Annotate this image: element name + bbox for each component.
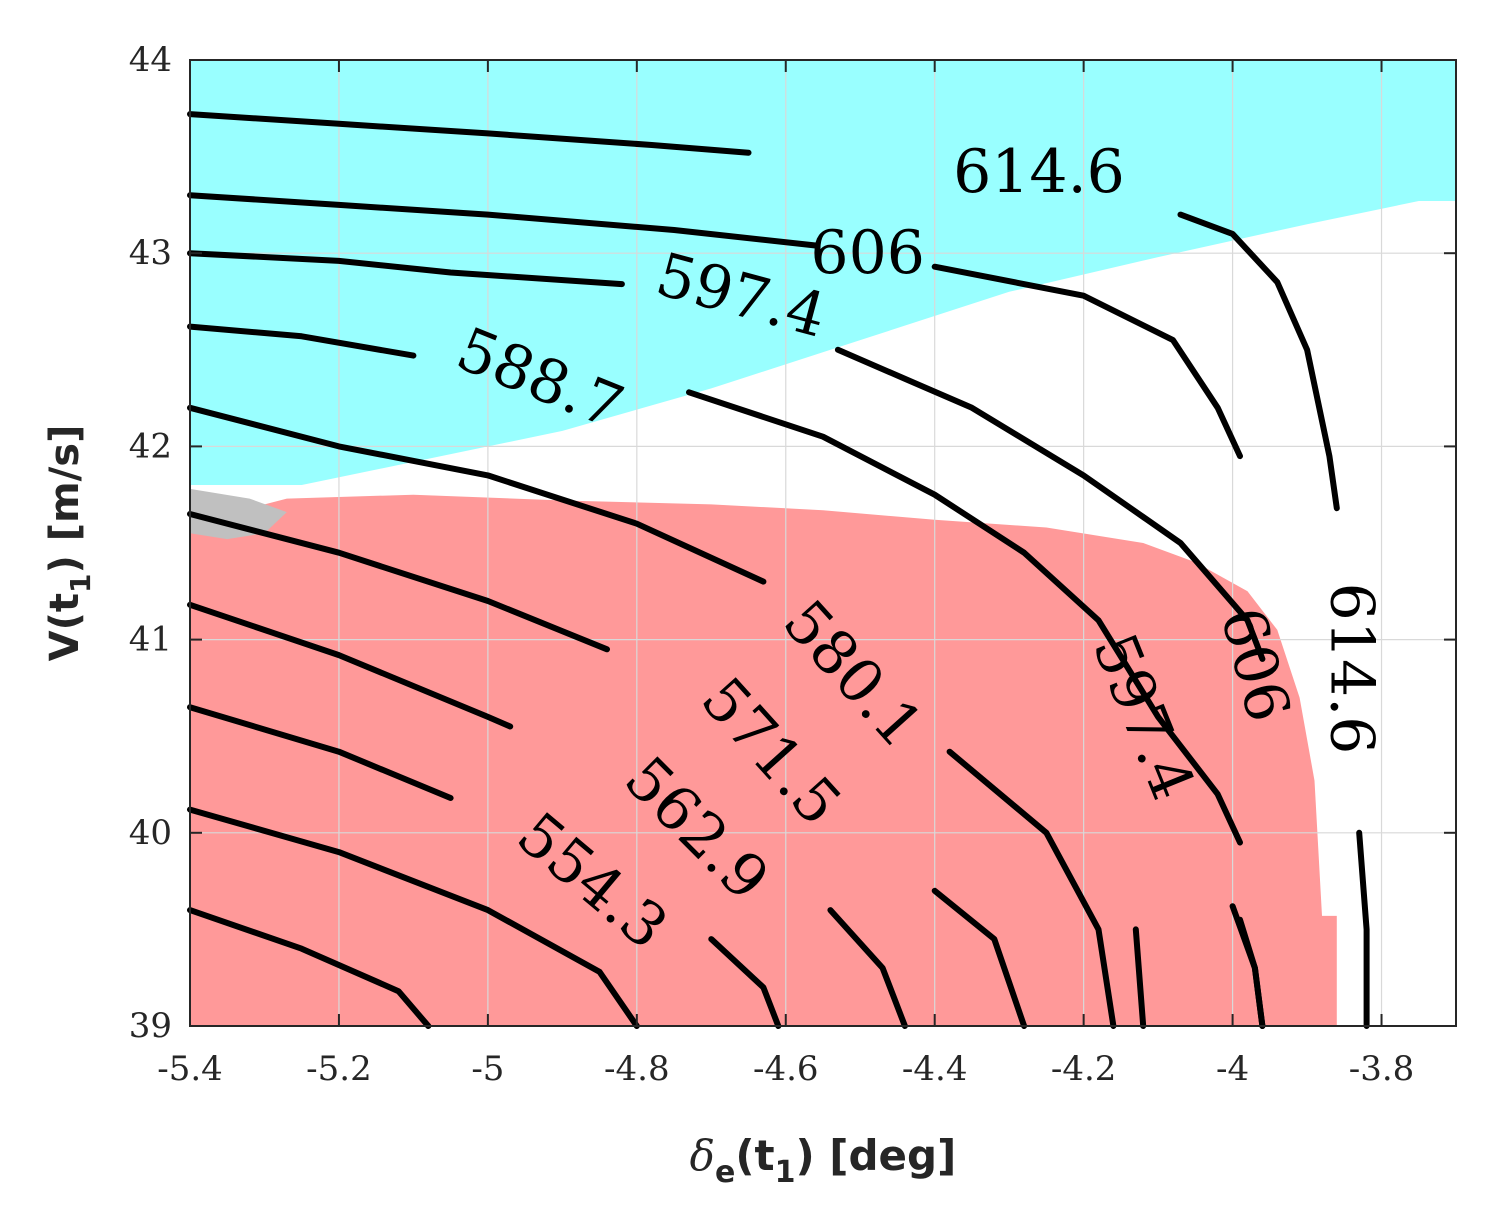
x-tick-label-2: -5: [471, 1049, 504, 1089]
x-axis-label: δe(t1) [deg]: [690, 1131, 957, 1190]
contour-line-537-seg0: [187, 907, 432, 1029]
contour-line-588.7-seg1: [686, 389, 1243, 846]
y-tick-label-4: 43: [129, 233, 172, 273]
region-gray: [190, 488, 287, 540]
contour-line-554.3-seg1: [708, 936, 782, 1029]
region-lower: [190, 494, 1337, 1026]
x-tick-label-6: -4.2: [1051, 1049, 1117, 1089]
x-axis-label-tail: ) [deg]: [795, 1131, 956, 1180]
contour-line-562.9-seg1: [827, 907, 908, 1029]
tick-layer: -5.4 -5.2 -5 -4.8 -4.6 -4.4 -4.2 -4 -3.8 39 40 41 42…: [129, 40, 1456, 1089]
contour-line-597.4-seg0: [187, 250, 625, 288]
contour-line-614.6-seg1: [1177, 211, 1340, 512]
contour-line-597.4-seg2: [1229, 903, 1266, 1029]
contour-label-606-0: 606: [810, 218, 925, 288]
y-axis-label: V(t1) [m/s]: [42, 425, 97, 662]
contour-label-614.6-0: 614.6: [953, 137, 1125, 207]
region-layer: [190, 60, 1456, 1026]
x-axis-label-sub1: e: [715, 1155, 735, 1190]
contour-line-588.7-seg0: [187, 323, 417, 359]
contour-line-580.1-seg1: [946, 748, 1117, 1029]
contour-line-606-seg0: [187, 192, 819, 249]
x-tick-label-5: -4.4: [902, 1049, 968, 1089]
contour-line-571.5-seg1: [931, 887, 1028, 1029]
x-tick-label-0: -5.4: [157, 1049, 223, 1089]
y-tick-label-5: 44: [129, 40, 172, 80]
y-axis-label-sub: 1: [64, 574, 97, 593]
contour-line-562.9-seg0: [187, 601, 514, 730]
x-tick-label-1: -5.2: [306, 1049, 372, 1089]
contour-line-588.7-seg2: [1132, 926, 1147, 1029]
contour-line-554.3-seg0: [187, 704, 454, 801]
plot-frame: [189, 59, 1457, 1027]
y-axis-label-head: V(t: [42, 593, 88, 661]
x-tick-label-7: -4: [1216, 1049, 1249, 1089]
y-tick-label-2: 41: [129, 620, 172, 660]
contour-line-layer: [187, 111, 1370, 1029]
x-tick-label-3: -4.8: [604, 1049, 670, 1089]
contour-line-571.5-seg0: [187, 511, 610, 653]
x-axis-label-symbol: δ: [690, 1131, 715, 1180]
y-tick-label-0: 39: [129, 1006, 172, 1046]
x-tick-label-4: -4.6: [753, 1049, 819, 1089]
y-tick-label-3: 42: [129, 426, 172, 466]
contour-line-545.6-seg0: [187, 806, 640, 1029]
contour-line-606-seg1: [931, 263, 1243, 460]
y-axis-label-tail: ) [m/s]: [42, 425, 88, 574]
region-upper: [190, 60, 1456, 485]
x-tick-label-8: -3.8: [1349, 1049, 1415, 1089]
contour-line-580.1-seg0: [187, 404, 767, 585]
contour-line-614.6-seg0: [187, 111, 752, 156]
contour-line-614.6-seg2: [1356, 829, 1370, 1029]
x-axis-label-mid: (t: [735, 1131, 774, 1180]
contour-label-614.6-1: 614.6: [1317, 583, 1387, 755]
y-tick-label-1: 40: [129, 813, 172, 853]
contour-line-597.4-seg1: [834, 346, 1266, 662]
x-axis-label-sub2: 1: [775, 1155, 796, 1190]
